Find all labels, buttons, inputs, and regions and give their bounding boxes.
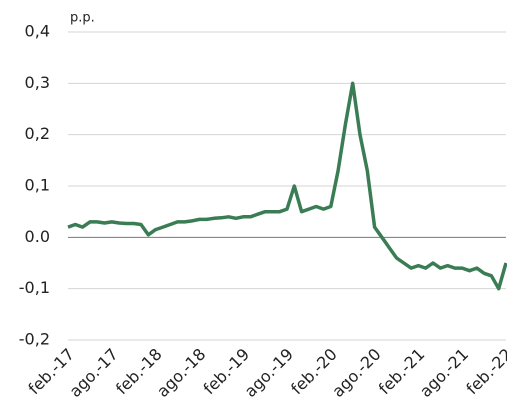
unit-label: p.p.	[70, 11, 95, 26]
x-tick-label: ago.-20	[328, 345, 384, 401]
data-line	[67, 81, 507, 291]
x-tick-label: feb.-22	[462, 345, 507, 399]
y-tick-label: 0,1	[25, 176, 50, 195]
x-tick-label: ago.-21	[416, 345, 472, 401]
y-tick-label: 0.0	[25, 227, 50, 246]
y-tick-label: -0,2	[19, 330, 50, 349]
y-tick-label: -0,1	[19, 278, 50, 297]
y-tick-label: 0,4	[25, 22, 50, 41]
y-tick-label: 0,3	[25, 73, 50, 92]
x-tick-label: ago.-18	[153, 345, 209, 401]
x-tick-label: ago.-17	[65, 345, 121, 401]
x-tick-label: ago.-19	[241, 345, 297, 401]
y-tick-label: 0,2	[25, 124, 50, 143]
